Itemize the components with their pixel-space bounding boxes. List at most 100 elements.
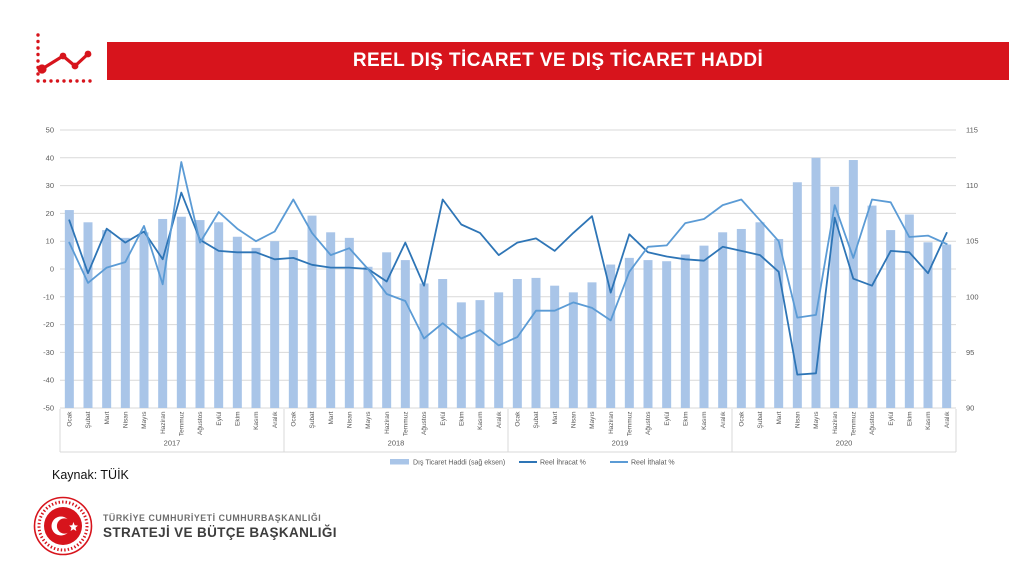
month-label: Nisan — [123, 411, 130, 428]
month-label: Ocak — [67, 411, 74, 427]
bar — [867, 205, 877, 408]
left-axis-tick: 0 — [50, 265, 54, 274]
bar — [120, 237, 130, 408]
bar — [307, 215, 317, 408]
right-axis-tick: 95 — [966, 348, 974, 357]
left-axis-tick: -50 — [43, 404, 54, 413]
month-label: Kasım — [925, 412, 932, 430]
bar — [662, 261, 672, 408]
month-label: Ağustos — [645, 411, 652, 435]
bar — [158, 218, 168, 408]
month-label: Mart — [552, 411, 559, 424]
month-label: Eylül — [216, 411, 223, 426]
month-label: Ocak — [739, 411, 746, 427]
month-label: Nisan — [347, 411, 354, 428]
month-label: Nisan — [795, 411, 802, 428]
right-axis-tick: 90 — [966, 404, 974, 413]
month-label: Nisan — [571, 411, 578, 428]
organization-name: TÜRKİYE CUMHURİYETİ CUMHURBAŞKANLIĞI STR… — [103, 513, 337, 540]
month-label: Mayıs — [813, 411, 820, 429]
bar — [774, 238, 784, 408]
bar — [699, 245, 709, 408]
month-label: Aralık — [944, 411, 951, 428]
bar — [232, 236, 242, 408]
legend-label-bar: Dış Ticaret Haddi (sağ eksen) — [413, 460, 505, 467]
bar — [363, 266, 373, 408]
bar — [475, 300, 485, 408]
bar — [102, 230, 112, 408]
month-label: Kasım — [253, 412, 260, 430]
legend-bar-swatch — [390, 459, 409, 465]
month-label: Ağustos — [197, 411, 204, 435]
month-label: Ekim — [683, 412, 690, 426]
legend-label-line: Reel İthalat % — [631, 458, 675, 467]
bar — [64, 210, 74, 408]
bar — [848, 160, 858, 408]
bar — [923, 242, 933, 408]
bar — [587, 282, 597, 408]
right-axis-tick: 115 — [966, 126, 978, 135]
bar — [288, 250, 298, 408]
bar — [531, 277, 541, 408]
month-label: Aralık — [720, 411, 727, 428]
bar — [886, 230, 896, 408]
month-label: Eylül — [888, 411, 895, 426]
title-banner: REEL DIŞ TİCARET VE DIŞ TİCARET HADDİ — [107, 42, 1009, 80]
bar-series-dis-ticaret-haddi — [64, 157, 952, 408]
year-label: 2018 — [388, 439, 405, 448]
x-axis-year-labels: 2017 2018 2019 2020 — [164, 439, 853, 448]
month-label: Ocak — [515, 411, 522, 427]
bar — [680, 254, 690, 408]
month-label: Haziran — [160, 411, 167, 434]
footer: TÜRKİYE CUMHURİYETİ CUMHURBAŞKANLIĞI STR… — [33, 496, 337, 556]
month-label: Şubat — [309, 411, 316, 428]
left-axis-tick: 20 — [46, 209, 54, 218]
x-axis-month-labels: Ocak Şubat Mart Nisan Mayıs Haziran Temmuz Ağus… — [67, 411, 951, 436]
month-label: Mayıs — [141, 411, 148, 429]
month-label: Haziran — [608, 411, 615, 434]
month-label: Ekim — [235, 412, 242, 426]
month-label: Kasım — [477, 412, 484, 430]
month-label: Ağustos — [869, 411, 876, 435]
month-label: Şubat — [757, 411, 764, 428]
month-label: Mart — [328, 411, 335, 424]
bar — [251, 247, 261, 408]
month-label: Mayıs — [589, 411, 596, 429]
left-axis-tick: -40 — [43, 376, 54, 385]
bar — [624, 257, 634, 408]
bar — [139, 232, 149, 408]
bar — [643, 260, 653, 408]
right-axis-tick: 100 — [966, 292, 979, 301]
left-axis-tick: -20 — [43, 320, 54, 329]
bar — [811, 157, 821, 408]
bar — [718, 232, 728, 408]
bar — [344, 237, 354, 408]
sbb-seal-logo — [33, 496, 93, 556]
bar — [755, 222, 765, 408]
bar — [214, 222, 224, 408]
left-axis-tick: 50 — [46, 126, 54, 135]
month-label: Şubat — [533, 411, 540, 428]
month-label: Temmuz — [627, 412, 634, 437]
month-label: Ocak — [291, 411, 298, 427]
bar — [830, 186, 840, 408]
month-label: Ekim — [907, 412, 914, 426]
year-label: 2017 — [164, 439, 181, 448]
month-label: Haziran — [832, 411, 839, 434]
page-title: REEL DIŞ TİCARET VE DIŞ TİCARET HADDİ — [352, 50, 764, 71]
month-label: Haziran — [384, 411, 391, 434]
month-label: Mart — [776, 411, 783, 424]
month-label: Temmuz — [403, 412, 410, 437]
bar — [568, 292, 578, 408]
month-label: Ekim — [459, 412, 466, 426]
bar — [400, 260, 410, 408]
year-label: 2019 — [612, 439, 629, 448]
org-line-1: TÜRKİYE CUMHURİYETİ CUMHURBAŞKANLIĞI — [103, 512, 322, 523]
bar — [326, 232, 336, 408]
left-axis-tick: -10 — [43, 292, 54, 301]
month-label: Ağustos — [421, 411, 428, 435]
month-label: Aralık — [496, 411, 503, 428]
left-axis-tick: -30 — [43, 348, 54, 357]
